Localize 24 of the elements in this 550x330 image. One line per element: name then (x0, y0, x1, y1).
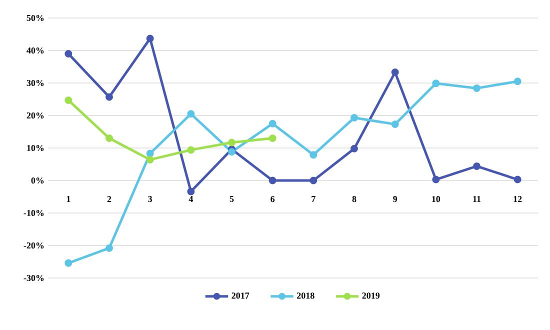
y-tick-label: 0% (31, 177, 44, 184)
x-tick-label: 4 (188, 196, 193, 202)
legend-label: 2017 (232, 292, 250, 299)
x-tick-label: 11 (473, 196, 481, 202)
y-tick-label: 50% (26, 14, 44, 22)
x-tick-label: 10 (432, 196, 440, 202)
x-tick-label: 1 (66, 196, 70, 202)
legend-label: 2018 (297, 292, 314, 299)
legend-label: 2019 (362, 292, 380, 299)
y-tick-label: 20% (26, 112, 44, 119)
y-tick-label: 40% (26, 47, 44, 54)
x-tick-label: 3 (148, 196, 152, 202)
x-tick-label: 2 (107, 196, 112, 202)
y-tick-label: -20% (24, 242, 44, 249)
x-tick-label: 9 (393, 196, 398, 202)
x-tick-label: 5 (230, 196, 234, 202)
y-tick-label: -10% (24, 210, 44, 216)
x-tick-label: 12 (514, 196, 522, 202)
x-tick-label: 7 (312, 196, 316, 202)
y-tick-label: 10% (27, 144, 44, 152)
x-tick-label: 6 (270, 196, 275, 202)
y-tick-label: -30% (24, 274, 44, 282)
y-tick-label: 30% (26, 80, 44, 86)
x-tick-label: 8 (352, 196, 356, 202)
